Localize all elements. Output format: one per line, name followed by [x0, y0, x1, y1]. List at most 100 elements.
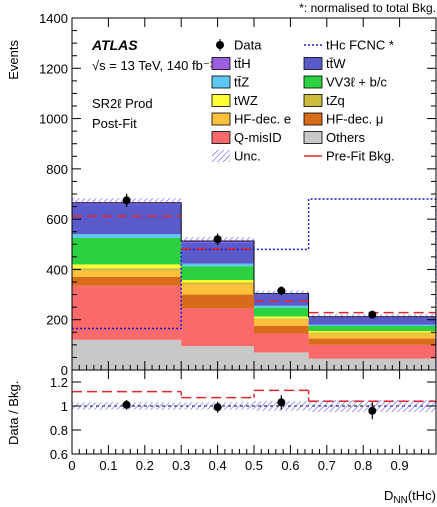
ratio-y-tick-label-0.6: 0.6 — [50, 447, 68, 462]
legend-symbol-tth — [211, 57, 231, 70]
legend-symbol-others — [303, 131, 323, 144]
region-label: SR2ℓ Prod — [92, 96, 153, 111]
stack-bar-twz-bin-0 — [72, 264, 182, 269]
legend-label-right-5: Others — [326, 130, 366, 145]
stack-bar-ttw-bin-0 — [72, 204, 182, 235]
legend-label-right-3: tZq — [326, 93, 345, 108]
legend-symbol-hf_mu — [303, 112, 323, 126]
ratio-point-0 — [122, 400, 131, 409]
normalisation-note: *: normalised to total Bkg. — [299, 1, 436, 15]
stack-bar-qmisid-bin-2 — [254, 333, 309, 353]
legend-symbol-qmisid — [211, 131, 231, 144]
stack-bar-vv3l-bin-0 — [72, 238, 182, 265]
stack-bar-twz-bin-3 — [308, 331, 436, 333]
stack-bar-hf_e-bin-3 — [308, 333, 436, 339]
stack-bar-hf_e-bin-2 — [254, 319, 309, 326]
stack-bar-vv3l-bin-1 — [181, 266, 254, 280]
stack-bar-tzq-bin-2 — [254, 318, 309, 320]
legend-symbol-twz — [211, 94, 231, 107]
ratio-point-3 — [368, 406, 377, 415]
stack-bar-others-bin-0 — [72, 339, 182, 370]
legend-label-right-4: HF-dec. μ — [326, 112, 383, 127]
stack-bar-hf_e-bin-0 — [72, 270, 182, 277]
ratio-y-tick-label-1: 1 — [61, 399, 68, 414]
legend-symbol-ttz — [211, 75, 231, 89]
x-tick-label-0.1: 0.1 — [99, 458, 117, 473]
stack-bar-qmisid-bin-1 — [181, 308, 254, 347]
ratio-y-axis-title: Data / Bkg. — [6, 381, 21, 445]
legend-label-left-2: tt̄Z — [234, 75, 249, 90]
legend-label-right-6: Pre-Fit Bkg. — [326, 149, 395, 164]
stack-bar-hf_mu-bin-3 — [308, 338, 436, 345]
stack-bar-qmisid-bin-0 — [72, 285, 182, 340]
data-point-0 — [122, 196, 131, 205]
x-tick-label-0.5: 0.5 — [245, 458, 263, 473]
legend-symbol-hf_e — [211, 112, 231, 126]
stack-bar-others-bin-3 — [308, 358, 436, 370]
x-axis-title: DNN(tHc) — [384, 488, 436, 506]
ratio-point-1 — [213, 403, 222, 412]
legend-label-left-5: Q-misID — [234, 130, 282, 145]
y-tick-label-200: 200 — [46, 313, 68, 328]
fit-label: Post-Fit — [92, 116, 137, 131]
stack-bar-hf_mu-bin-2 — [254, 326, 309, 334]
ratio-plot — [72, 389, 436, 420]
legend-symbol-unc — [212, 150, 230, 162]
x-tick-label-0.6: 0.6 — [281, 458, 299, 473]
stack-bar-ttw-bin-2 — [254, 294, 309, 306]
stack-bar-ttw-bin-3 — [308, 317, 436, 325]
legend-label-right-0: tHc FCNC * — [326, 38, 394, 53]
stack-bar-ttz-bin-0 — [72, 234, 182, 238]
y-axis-title: Events — [6, 40, 21, 80]
legend: Data tt̄H tt̄Z tWZ HF-dec. e Q-misID Unc. tHc F… — [211, 38, 395, 164]
y-tick-label-800: 800 — [46, 162, 68, 177]
legend-label-left-0: Data — [234, 38, 262, 53]
stack-bar-vv3l-bin-2 — [254, 307, 309, 317]
stack-bar-ttz-bin-3 — [308, 324, 436, 326]
data-point-1 — [213, 235, 222, 244]
y-tick-label-600: 600 — [46, 212, 68, 227]
legend-label-left-1: tt̄H — [234, 56, 251, 71]
legend-label-right-2: VV3ℓ + b/c — [326, 75, 387, 90]
legend-label-left-4: HF-dec. e — [234, 112, 291, 127]
x-tick-label-0.8: 0.8 — [354, 458, 372, 473]
y-tick-label-0: 0 — [61, 363, 68, 378]
energy-label: √s = 13 TeV, 140 fb⁻¹ — [92, 58, 215, 73]
legend-label-left-3: tWZ — [234, 93, 258, 108]
stack-bar-hf_e-bin-1 — [181, 284, 254, 295]
stack-bar-ttz-bin-1 — [181, 263, 254, 267]
main-plot — [72, 193, 436, 370]
atlas-label: ATLAS — [91, 37, 138, 53]
y-tick-label-400: 400 — [46, 262, 68, 277]
x-tick-label-0.4: 0.4 — [209, 458, 227, 473]
y-tick-label-1400: 1400 — [39, 11, 68, 26]
stack-bar-tzq-bin-0 — [72, 268, 182, 271]
stack-bar-ttw-bin-1 — [181, 242, 254, 264]
stack-bar-hf_mu-bin-1 — [181, 294, 254, 309]
stack-bar-twz-bin-1 — [181, 279, 254, 283]
data-point-2 — [277, 286, 286, 295]
legend-label-right-1: tt̄W — [326, 56, 346, 71]
legend-label-left-6: Unc. — [234, 149, 261, 164]
x-tick-label-0.2: 0.2 — [136, 458, 154, 473]
x-tick-label-0.3: 0.3 — [172, 458, 190, 473]
stack-bar-hf_mu-bin-0 — [72, 276, 182, 286]
ratio-point-2 — [277, 398, 286, 407]
stack-bar-qmisid-bin-3 — [308, 344, 436, 359]
legend-symbol-tzq — [303, 94, 323, 107]
y-tick-label-1000: 1000 — [39, 112, 68, 127]
signal-line — [72, 198, 436, 370]
ratio-y-tick-label-1.2: 1.2 — [50, 375, 68, 390]
stack-bar-twz-bin-2 — [254, 316, 309, 319]
legend-symbol-ttw — [303, 57, 323, 70]
legend-symbol-vv3l — [303, 75, 323, 89]
stack-bar-others-bin-1 — [181, 346, 254, 370]
stack-bar-tzq-bin-3 — [308, 332, 436, 334]
stack-bar-ttz-bin-2 — [254, 305, 309, 308]
x-tick-label-0.9: 0.9 — [391, 458, 409, 473]
stack-bar-vv3l-bin-3 — [308, 326, 436, 332]
y-tick-label-1200: 1200 — [39, 61, 68, 76]
data-point-3 — [368, 310, 377, 319]
